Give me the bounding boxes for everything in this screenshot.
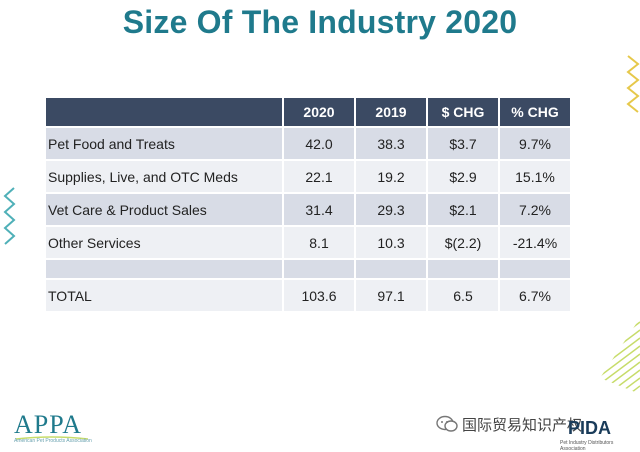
striped-triangle-decoration-icon	[600, 318, 640, 394]
cell-2019: 38.3	[356, 128, 426, 159]
cell-2020: 42.0	[284, 128, 354, 159]
row-label	[46, 260, 282, 278]
slide-title: Size Of The Industry 2020	[122, 4, 518, 40]
zigzag-decoration-icon	[626, 55, 640, 113]
industry-size-table: 2020 2019 $ CHG % CHG Pet Food and Treat…	[44, 96, 572, 313]
header-cell-label	[46, 98, 282, 126]
table-header-row: 2020 2019 $ CHG % CHG	[46, 98, 570, 126]
header-cell-percent-chg: % CHG	[500, 98, 570, 126]
cell-percent-chg: 15.1%	[500, 161, 570, 192]
appa-logo-subtitle: American Pet Products Association	[14, 438, 92, 444]
cell-percent-chg: 6.7%	[500, 280, 570, 311]
pida-logo: PIDA	[568, 418, 612, 438]
cell-percent-chg: -21.4%	[500, 227, 570, 258]
table-row: Other Services 8.1 10.3 $(2.2) -21.4%	[46, 227, 570, 258]
pida-logo-subtitle: Pet Industry Distributors Association	[560, 440, 614, 452]
table-row: Vet Care & Product Sales 31.4 29.3 $2.1 …	[46, 194, 570, 225]
watermark-text: 国际贸易知识产权	[462, 416, 583, 434]
cell-2019	[356, 260, 426, 278]
cell-dollar-chg	[428, 260, 498, 278]
cell-2020: 103.6	[284, 280, 354, 311]
cell-dollar-chg: $2.1	[428, 194, 498, 225]
table-row: Supplies, Live, and OTC Meds 22.1 19.2 $…	[46, 161, 570, 192]
zigzag-decoration-icon	[3, 187, 16, 245]
header-cell-2019: 2019	[356, 98, 426, 126]
cell-dollar-chg: 6.5	[428, 280, 498, 311]
cell-2020: 31.4	[284, 194, 354, 225]
cell-2019: 97.1	[356, 280, 426, 311]
header-cell-dollar-chg: $ CHG	[428, 98, 498, 126]
row-label: TOTAL	[46, 280, 282, 311]
cell-dollar-chg: $(2.2)	[428, 227, 498, 258]
cell-2019: 29.3	[356, 194, 426, 225]
cell-dollar-chg: $2.9	[428, 161, 498, 192]
row-label: Pet Food and Treats	[46, 128, 282, 159]
cell-percent-chg: 7.2%	[500, 194, 570, 225]
cell-percent-chg	[500, 260, 570, 278]
cell-2019: 10.3	[356, 227, 426, 258]
table-row: Pet Food and Treats 42.0 38.3 $3.7 9.7%	[46, 128, 570, 159]
cell-2020	[284, 260, 354, 278]
appa-logo: APPA	[14, 410, 83, 439]
row-label: Supplies, Live, and OTC Meds	[46, 161, 282, 192]
table-spacer-row	[46, 260, 570, 278]
table-total-row: TOTAL 103.6 97.1 6.5 6.7%	[46, 280, 570, 311]
cell-percent-chg: 9.7%	[500, 128, 570, 159]
wechat-icon	[436, 415, 458, 432]
cell-2020: 22.1	[284, 161, 354, 192]
cell-dollar-chg: $3.7	[428, 128, 498, 159]
row-label: Other Services	[46, 227, 282, 258]
row-label: Vet Care & Product Sales	[46, 194, 282, 225]
cell-2019: 19.2	[356, 161, 426, 192]
cell-2020: 8.1	[284, 227, 354, 258]
appa-swoosh-icon	[16, 436, 88, 440]
header-cell-2020: 2020	[284, 98, 354, 126]
